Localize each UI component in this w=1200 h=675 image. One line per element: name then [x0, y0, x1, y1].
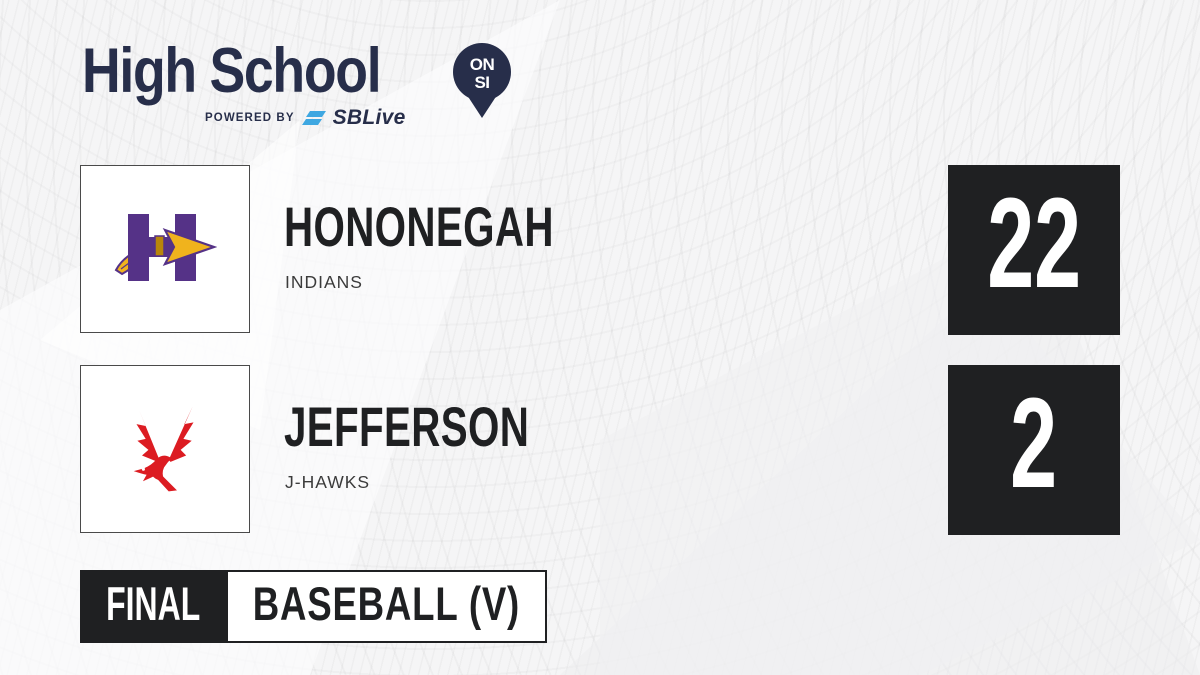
- hononegah-logo-box: [80, 165, 250, 333]
- away-score-box: 2: [948, 365, 1120, 535]
- sblive-wordmark: SBLive: [332, 106, 406, 129]
- sblive-icon: [301, 111, 326, 125]
- on-si-pin-icon: ON SI: [453, 43, 511, 118]
- brand-title: High School: [82, 36, 382, 106]
- jefferson-jhawk-logo-icon: [133, 406, 194, 492]
- brand-header: High School ON SI POWERED BY SBLive: [0, 0, 1200, 150]
- home-score-box: 22: [948, 165, 1120, 335]
- team-name: JEFFERSON: [284, 395, 530, 458]
- jefferson-logo-box: [80, 365, 250, 533]
- team-row-away: JEFFERSON J-HAWKS 2: [80, 365, 1120, 535]
- sport-box: BASEBALL (V): [226, 570, 547, 643]
- sport-label: BASEBALL (V): [252, 577, 521, 630]
- powered-by-row: POWERED BY SBLive: [205, 106, 406, 129]
- pin-line2: SI: [474, 73, 489, 92]
- pin-line1: ON: [470, 55, 495, 74]
- team-mascot: INDIANS: [285, 272, 363, 292]
- status-bar: FINAL BASEBALL (V): [80, 570, 547, 643]
- hononegah-h-spear-logo-icon: [114, 214, 217, 281]
- powered-by-label: POWERED BY: [205, 112, 295, 124]
- team-name: HONONEGAH: [284, 195, 554, 258]
- team-row-home: HONONEGAH INDIANS 22: [80, 165, 1120, 335]
- home-score: 22: [987, 172, 1081, 315]
- game-state-label: FINAL: [105, 577, 201, 630]
- team-mascot: J-HAWKS: [285, 472, 371, 492]
- game-state-box: FINAL: [80, 570, 226, 643]
- away-score: 2: [1010, 372, 1058, 515]
